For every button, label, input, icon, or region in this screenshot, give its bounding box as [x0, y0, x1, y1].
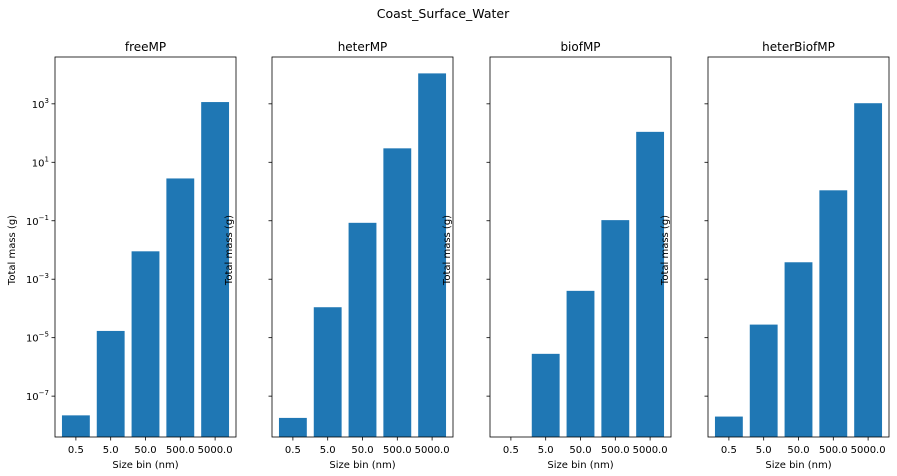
subplot-heterBiofMP: heterBiofMP 0.5 5.0 50.0 500.0 5000.0 Size bin…: [660, 40, 890, 471]
y-axis-label: Total mass (g): [660, 215, 671, 286]
x-tick-label: 500.0: [819, 445, 848, 456]
x-tick-label: 50.0: [569, 445, 591, 456]
bar-5.0: [313, 307, 342, 437]
x-tick-label: 0.5: [68, 445, 84, 456]
bar-500.0: [383, 148, 412, 437]
x-tick-label: 5.0: [320, 445, 336, 456]
x-tick-label: 500.0: [383, 445, 412, 456]
y-tick-exponent: 3: [45, 97, 49, 105]
subplot-freeMP: freeMP 0.5 5.0 50.0 500.0 5000.0 Size bin (nm)…: [7, 40, 237, 471]
y-tick-exponent: −7: [39, 389, 49, 397]
y-tick-label: 10−1: [26, 214, 49, 228]
y-tick-label: 101: [32, 155, 49, 169]
y-tick-label: 10−5: [26, 331, 49, 345]
subplot-title: heterMP: [338, 40, 388, 54]
subplot-title: heterBiofMP: [762, 40, 835, 54]
bar-5000.0: [636, 131, 665, 437]
bar-500.0: [166, 178, 195, 437]
x-tick-label: 5.0: [756, 445, 772, 456]
x-tick-label: 0.5: [503, 445, 519, 456]
bar-0.5: [278, 417, 307, 437]
bar-5000.0: [201, 102, 230, 437]
x-tick-label: 5000.0: [633, 445, 668, 456]
x-tick-label: 5000.0: [851, 445, 886, 456]
y-tick-base: 10: [26, 334, 39, 345]
y-tick-exponent: −1: [39, 214, 49, 222]
bar-0.5: [714, 416, 743, 437]
y-axis-label: Total mass (g): [224, 215, 235, 286]
bar-50.0: [348, 222, 377, 437]
y-tick-label: 103: [32, 97, 49, 111]
x-axis-label: Size bin (nm): [765, 460, 831, 471]
x-tick-label: 5000.0: [198, 445, 233, 456]
y-tick-base: 10: [32, 100, 45, 111]
subplot-title: freeMP: [125, 40, 166, 54]
bar-5.0: [749, 324, 778, 437]
x-axis-label: Size bin (nm): [329, 460, 395, 471]
y-tick-exponent: −5: [39, 331, 49, 339]
y-tick-label: 10−7: [26, 389, 49, 403]
x-tick-label: 0.5: [285, 445, 301, 456]
x-tick-label: 50.0: [787, 445, 809, 456]
y-tick-label: 10−3: [26, 272, 49, 286]
x-axis-label: Size bin (nm): [547, 460, 613, 471]
x-tick-label: 0.5: [721, 445, 737, 456]
y-tick-exponent: 1: [45, 155, 49, 163]
bar-50.0: [784, 262, 813, 437]
y-axis-label: Total mass (g): [7, 215, 18, 286]
y-axis-label: Total mass (g): [442, 215, 453, 286]
y-tick-base: 10: [26, 275, 39, 286]
subplot-biofMP: biofMP 0.5 5.0 50.0 500.0 5000.0 Size bin (nm)…: [442, 40, 672, 471]
y-tick-base: 10: [32, 158, 45, 169]
x-tick-label: 500.0: [166, 445, 195, 456]
bar-5000.0: [418, 73, 447, 437]
subplot-title: biofMP: [560, 40, 600, 54]
y-tick-base: 10: [26, 217, 39, 228]
bar-5000.0: [854, 103, 883, 438]
subplot-heterMP: heterMP 0.5 5.0 50.0 500.0 5000.0 Size bin (nm…: [224, 40, 454, 471]
bar-500.0: [601, 220, 630, 437]
bar-5.0: [531, 353, 560, 437]
x-tick-label: 50.0: [351, 445, 373, 456]
y-tick-base: 10: [26, 392, 39, 403]
x-tick-label: 50.0: [134, 445, 156, 456]
x-tick-label: 5000.0: [415, 445, 450, 456]
x-tick-label: 500.0: [601, 445, 630, 456]
bar-500.0: [819, 190, 848, 437]
bar-50.0: [131, 251, 160, 437]
bar-5.0: [96, 330, 125, 437]
y-tick-exponent: −3: [39, 272, 49, 280]
bar-0.5: [61, 415, 90, 437]
x-tick-label: 5.0: [103, 445, 119, 456]
figure-title: Coast_Surface_Water: [377, 6, 510, 21]
bar-50.0: [566, 290, 595, 437]
x-axis-label: Size bin (nm): [112, 460, 178, 471]
x-tick-label: 5.0: [538, 445, 554, 456]
